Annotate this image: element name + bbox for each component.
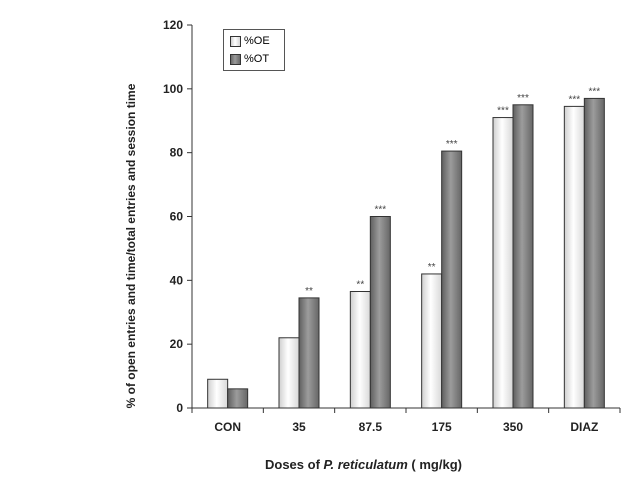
y-tick-label: 120 [163,18,183,32]
bar-ot [227,388,249,409]
y-tick-label: 40 [170,273,184,287]
x-axis-label: Doses of P. reticulatum ( mg/kg) [265,457,462,472]
legend-label-oe: %OE [244,35,270,47]
bar-ot [369,216,391,409]
legend-item-ot: %OT [230,53,269,65]
significance-marker: ** [305,286,313,297]
significance-marker: *** [446,139,458,150]
significance-marker: *** [497,106,509,117]
bar-ot [441,150,463,409]
bar-oe [349,291,371,409]
x-tick-label: 35 [292,420,306,434]
legend-label-ot: %OT [244,53,270,65]
legend-swatch-oe [230,35,241,47]
significance-marker: *** [588,86,600,97]
bar-oe [563,105,585,409]
bar-oe [278,337,300,409]
y-tick-label: 100 [163,82,183,96]
bar-ot [298,297,320,409]
significance-marker: ** [356,280,364,291]
x-tick-label: 87.5 [359,420,383,434]
bar-ot [583,97,605,409]
significance-marker: *** [517,93,529,104]
legend: %OE %OT [223,29,285,71]
y-axis-label: % of open entries and time/total entries… [124,83,138,409]
x-tick-label: CON [214,420,241,434]
x-tick-label: 350 [503,420,523,434]
legend-item-oe: %OE [230,35,270,47]
y-tick-label: 80 [170,146,184,160]
y-tick-label: 0 [176,401,183,415]
x-axis-label-prefix: Doses of [265,457,324,472]
significance-marker: *** [374,205,386,216]
y-tick-label: 60 [170,210,184,224]
x-axis-label-species: P. reticulatum [323,457,408,472]
legend-swatch-ot [230,53,241,65]
bar-oe [207,378,229,409]
x-axis-label-unit: ( mg/kg) [407,457,462,472]
y-tick-label: 20 [170,337,184,351]
bar-oe [492,117,514,409]
bar-ot [512,104,534,409]
significance-marker: *** [568,94,580,105]
x-tick-label: 175 [432,420,452,434]
significance-marker: ** [428,262,436,273]
x-tick-label: DIAZ [570,420,598,434]
bar-oe [421,273,443,409]
